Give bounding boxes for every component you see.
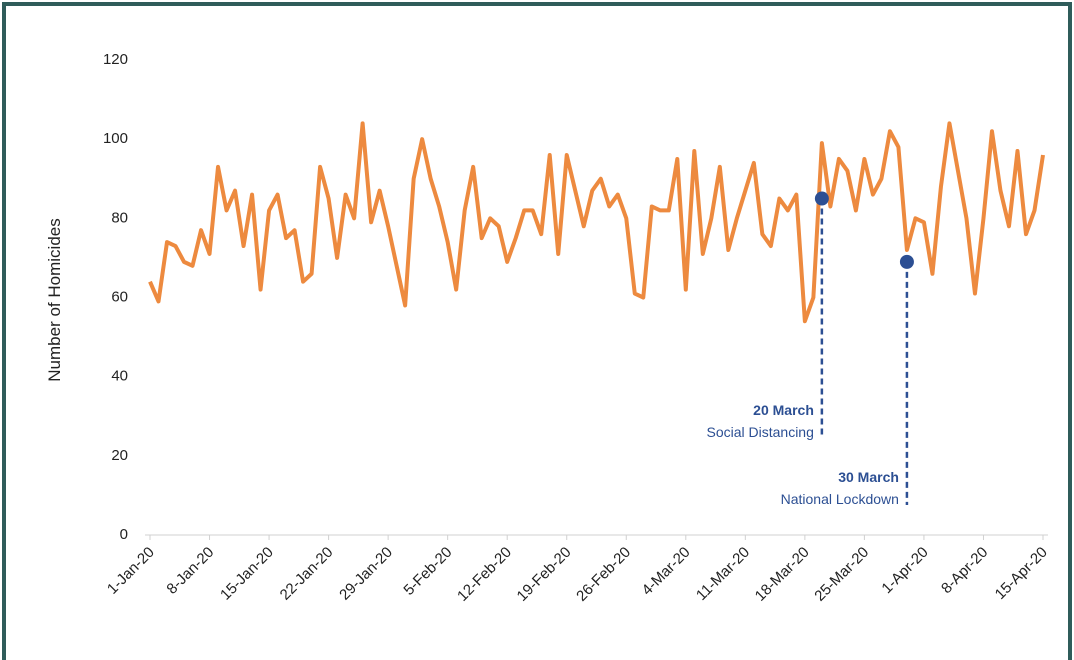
y-tick-label: 120: [103, 51, 128, 68]
x-tick-label: 4-Mar-20: [639, 544, 694, 599]
annotation-date: 20 March: [753, 402, 814, 418]
x-tick-label: 8-Apr-20: [938, 544, 991, 597]
y-tick-label: 80: [111, 209, 128, 226]
x-tick-label: 1-Jan-20: [104, 544, 158, 598]
x-tick-label: 5-Feb-20: [400, 544, 455, 599]
y-tick-label: 100: [103, 130, 128, 147]
annotation-point: [814, 191, 829, 206]
x-tick-label: 19-Feb-20: [514, 544, 575, 605]
annotation-text: National Lockdown: [781, 491, 899, 507]
x-tick-label: 11-Mar-20: [693, 544, 753, 604]
x-tick-label: 12-Feb-20: [454, 544, 515, 605]
x-tick-label: 15-Apr-20: [992, 544, 1051, 603]
x-tick-label: 8-Jan-20: [163, 544, 217, 598]
y-tick-label: 20: [111, 447, 128, 464]
annotation-text: Social Distancing: [706, 424, 813, 440]
line: [148, 121, 1045, 324]
y-axis-title: Number of Homicides: [45, 218, 64, 381]
y-tick-label: 40: [111, 368, 128, 385]
x-tick-label: 18-Mar-20: [752, 544, 813, 605]
y-tick-label: 60: [111, 288, 128, 305]
x-tick-label: 25-Mar-20: [811, 544, 872, 605]
x-tick-label: 1-Apr-20: [878, 544, 931, 597]
y-tick-label: 0: [120, 526, 128, 543]
x-tick-label: 29-Jan-20: [336, 544, 396, 604]
annotation-point: [899, 254, 914, 269]
annotation-date: 30 March: [838, 469, 899, 485]
x-tick-label: 15-Jan-20: [217, 544, 277, 604]
x-tick-label: 26-Feb-20: [573, 544, 634, 605]
x-tick-label: 22-Jan-20: [277, 544, 337, 604]
